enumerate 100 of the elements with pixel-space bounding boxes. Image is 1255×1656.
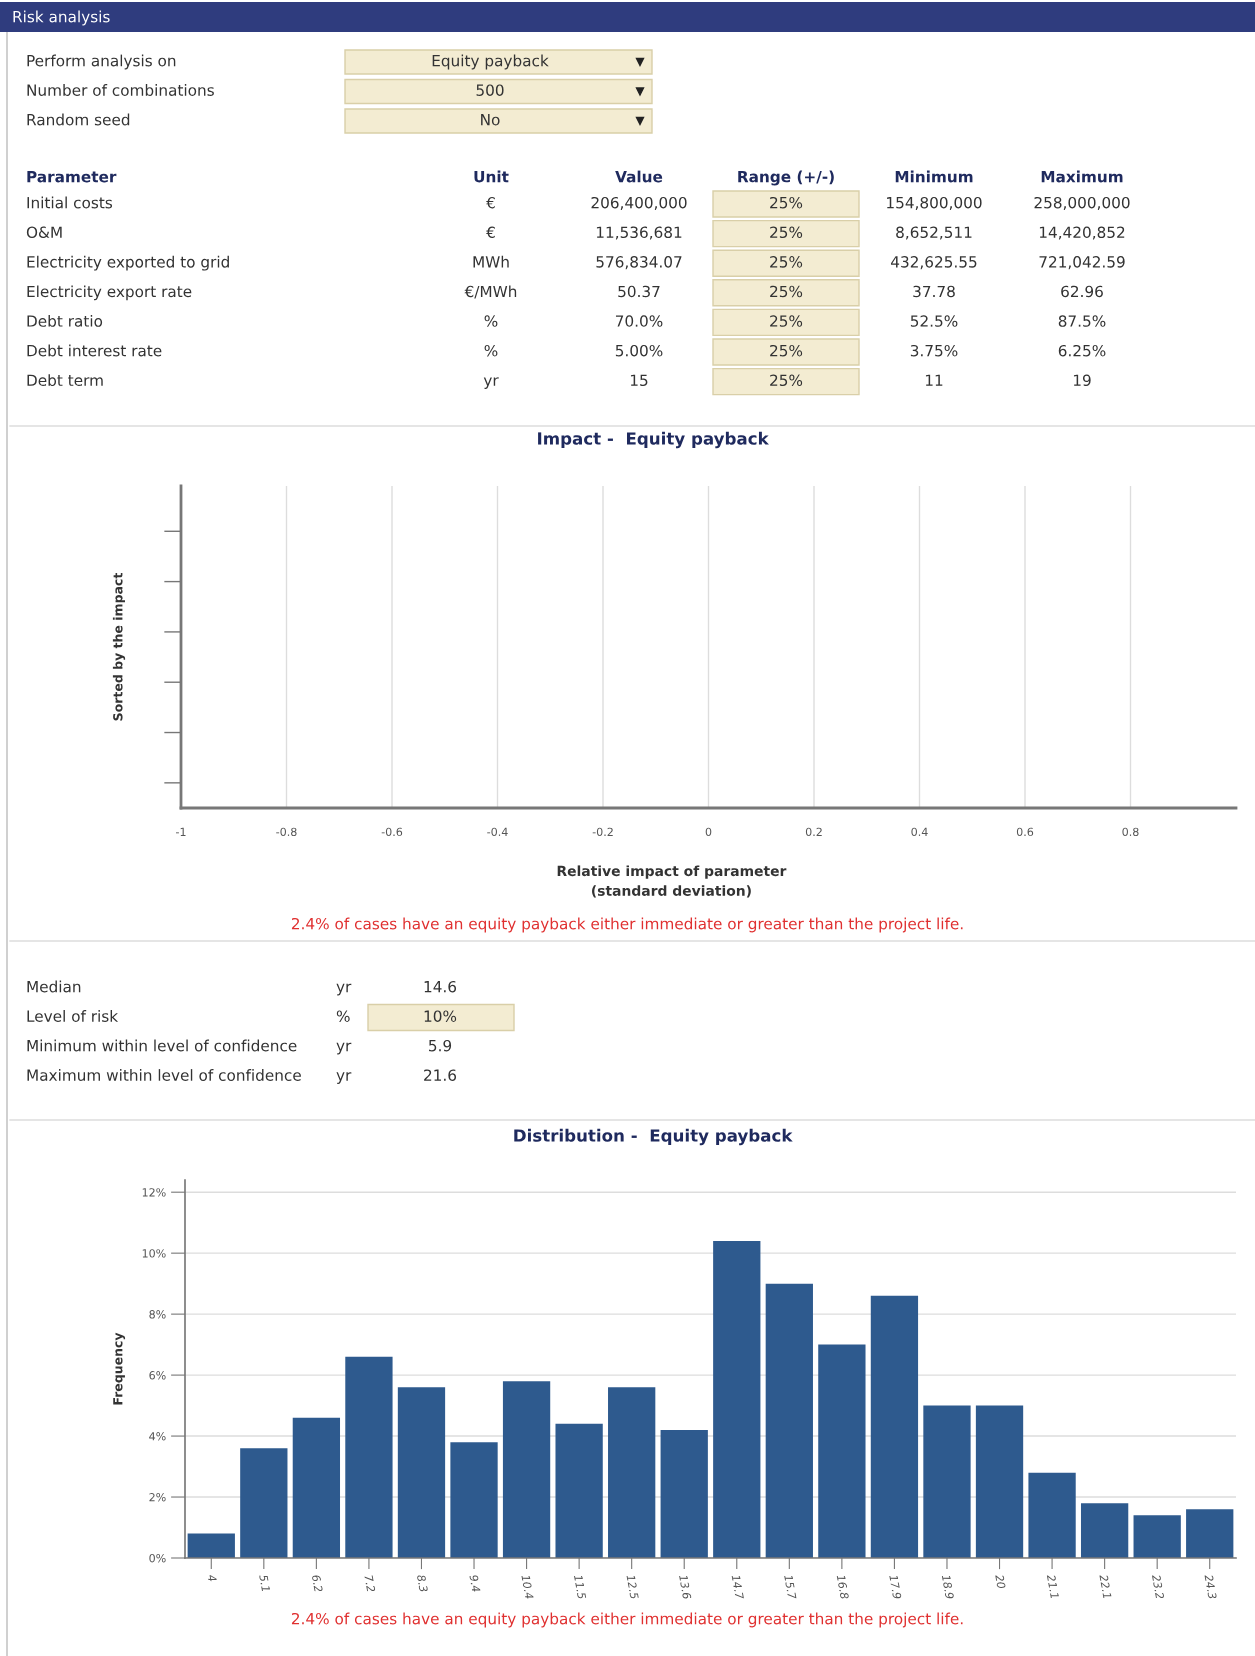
text: 14.6: [424, 980, 457, 993]
bar: [240, 1448, 288, 1558]
text: Equity payback: [432, 54, 549, 70]
y-tick-label: 12%: [142, 1188, 166, 1197]
x-axis-title: Relative impact of parameter (standard deviation): [557, 865, 787, 898]
category-label: Parameter: [27, 171, 117, 183]
text: 70.0%: [615, 315, 663, 327]
bar: [1186, 1509, 1234, 1558]
x-tick-label: 12.5: [626, 1574, 639, 1600]
text: 25%: [770, 256, 803, 268]
bar: [608, 1387, 656, 1558]
category-label: Unit: [474, 170, 509, 183]
text: 11,536,681: [596, 226, 682, 240]
x-tick-label: 16.8: [836, 1574, 850, 1600]
x-tick-label: 4: [207, 1574, 217, 1582]
text: 11: [925, 374, 943, 386]
category-label: Level of risk: [27, 1010, 119, 1022]
x-tick-label: 0.4: [911, 827, 928, 837]
category-label: Number of combinations: [27, 84, 214, 96]
bar: [345, 1356, 393, 1558]
x-tick-label: 22.1: [1099, 1574, 1112, 1599]
text: 206,400,000: [591, 196, 687, 210]
bar: [450, 1442, 498, 1558]
text: %: [484, 315, 498, 327]
text: Risk analysis: [13, 10, 110, 26]
bar: [397, 1387, 446, 1558]
text: €: [486, 226, 495, 239]
text: 5.9: [429, 1039, 452, 1052]
x-tick-label: -0.6: [381, 827, 403, 837]
y-axis-title: Sorted by the impact: [112, 572, 126, 721]
bar: [870, 1295, 919, 1558]
text: yr: [336, 1072, 352, 1084]
text: €/MWh: [464, 285, 517, 299]
text: 2.4% of cases have an equity payback either immediate or greater than the project life.: [291, 917, 963, 933]
text: 25%: [770, 344, 803, 357]
bar: [923, 1405, 971, 1558]
category-label: Debt interest rate: [27, 344, 162, 357]
text: No: [481, 114, 500, 126]
bar: [1080, 1503, 1129, 1558]
text: MWh: [473, 255, 509, 268]
text: 50.37: [618, 285, 660, 298]
x-tick-label: 24.3: [1204, 1574, 1217, 1600]
text: 8,652,511: [896, 226, 972, 240]
x-tick-label: 11.5: [573, 1574, 587, 1600]
y-tick-label: 10%: [142, 1249, 166, 1258]
bar: [292, 1417, 341, 1558]
text: 2.4% of cases have an equity payback either immediate or greater than the project life.: [291, 1612, 963, 1628]
text: 37.78: [913, 285, 955, 298]
text: 15: [630, 374, 648, 387]
text: 25%: [770, 285, 803, 298]
category-label: Range (+/-): [738, 170, 834, 186]
bar: [975, 1405, 1024, 1558]
x-tick-label: 23.2: [1151, 1574, 1165, 1600]
y-tick-label: 4%: [149, 1432, 166, 1441]
text: 25%: [770, 374, 803, 387]
x-tick-label: -0.2: [592, 827, 613, 837]
bar: [765, 1283, 813, 1558]
y-axis-title: Frequency: [113, 1332, 126, 1405]
text: 5.00%: [615, 344, 663, 357]
category-label: Minimum within level of confidence: [27, 1039, 297, 1052]
x-tick-label: 0.6: [1016, 827, 1034, 837]
text: 25%: [770, 226, 803, 239]
x-tick-label: 17.9: [889, 1574, 902, 1600]
text: 10%: [424, 1010, 457, 1022]
text: yr: [336, 983, 352, 996]
category-label: Electricity export rate: [27, 285, 192, 301]
category-label: Median: [27, 980, 81, 993]
category-label: O&M: [26, 226, 62, 239]
y-tick-label: 2%: [149, 1493, 166, 1502]
text: yr: [336, 1042, 352, 1055]
bar: [818, 1344, 866, 1558]
text: 154,800,000: [887, 196, 982, 210]
text: 14,420,852: [1039, 226, 1125, 240]
text: 19: [1073, 374, 1091, 387]
category-label: Maximum: [1041, 170, 1123, 183]
category-label: Initial costs: [27, 196, 113, 209]
y-tick-label: 8%: [149, 1310, 166, 1319]
x-tick-label: 0: [705, 827, 712, 837]
x-tick-label: 15.7: [784, 1574, 797, 1600]
text: 87.5%: [1058, 315, 1106, 327]
x-tick-label: 10.4: [521, 1574, 534, 1600]
chart-title: Impact - Equity payback: [538, 431, 769, 449]
text: %: [484, 344, 498, 357]
x-tick-label: 21.1: [1046, 1574, 1060, 1599]
x-tick-label: 14.7: [731, 1574, 744, 1600]
x-tick-label: 0.8: [1122, 827, 1139, 837]
x-tick-label: 5.1: [259, 1574, 271, 1592]
category-label: Electricity exported to grid: [27, 255, 229, 271]
bar: [555, 1423, 603, 1558]
x-tick-label: -0.8: [276, 827, 297, 837]
x-tick-label: 7.2: [364, 1575, 376, 1593]
text: 3.75%: [910, 344, 958, 357]
text: 21.6: [424, 1069, 457, 1081]
category-label: Random seed: [27, 113, 130, 126]
bar: [187, 1533, 235, 1558]
x-tick-label: -1: [176, 827, 186, 836]
text: 62.96: [1061, 285, 1103, 298]
text: 6.25%: [1058, 344, 1106, 357]
x-tick-label: 9.4: [469, 1574, 481, 1593]
text: 500: [476, 84, 504, 96]
